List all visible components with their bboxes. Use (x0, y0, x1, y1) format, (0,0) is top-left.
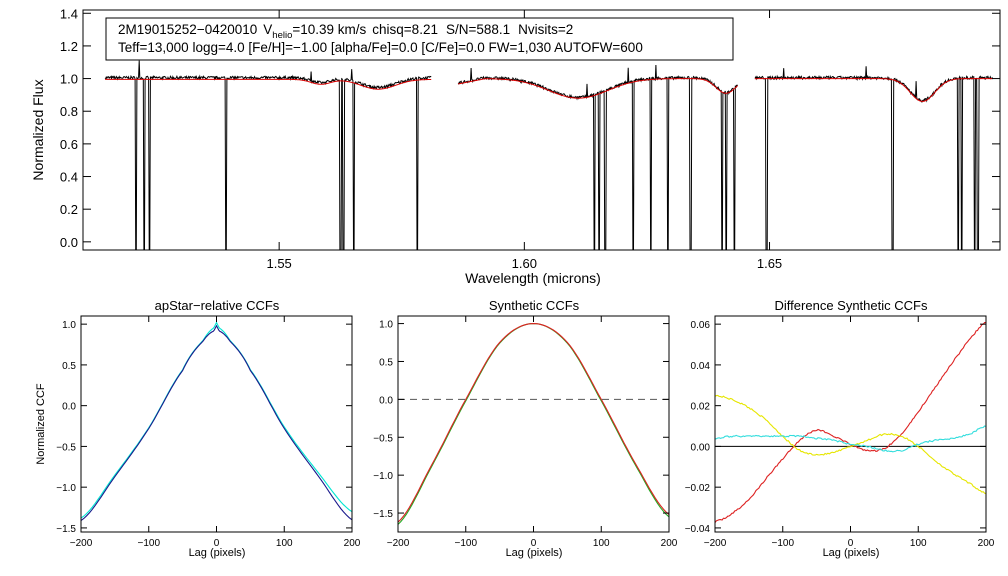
ccf-difference-panel: Difference Synthetic CCFs −200 −100 0 100 20… (685, 298, 995, 559)
synthetic-spectrum-segment (105, 78, 432, 90)
ccf-apstar-title: apStar−relative CCFs (155, 298, 280, 313)
y-tick-label: 1.0 (379, 320, 393, 331)
info-box-frame (105, 17, 734, 61)
y-tick-label: 0.06 (691, 320, 711, 331)
ccf-synthetic-title: Synthetic CCFs (489, 298, 580, 313)
info-line-2: Teff=13,000 logg=4.0 [Fe/H]=−1.00 [alpha… (118, 40, 643, 55)
y-tick-label: −0.04 (685, 524, 711, 535)
observed-spectrum-segment (457, 64, 739, 250)
ccf-difference-xlabel: Lag (pixels) (823, 547, 880, 559)
series-line-yellow (715, 394, 986, 495)
x-tick-label: −100 (454, 538, 477, 549)
ccf-difference-plot-area (715, 322, 986, 523)
series-line-red (715, 322, 986, 523)
y-tick-label: 0.0 (62, 402, 76, 413)
y-tick-label: 0.2 (60, 202, 78, 217)
info-nvisits: Nvisits=2 (518, 22, 573, 37)
ccf-apstar-ticks: −200 −100 0 100 200 −1.5 −1.0 −0.5 0.0 0.5 1.0 (56, 316, 361, 549)
ccf-difference-frame (714, 315, 987, 533)
x-tick-label: −200 (704, 538, 727, 549)
ccf-apstar-plot-area (81, 321, 352, 522)
x-tick-label: 200 (661, 538, 678, 549)
series-line-visit-2 (81, 324, 352, 522)
y-tick-label: −1.5 (373, 509, 393, 520)
observed-spectrum-segment (754, 66, 994, 250)
x-tick-label: −100 (137, 538, 160, 549)
ccf-synthetic-frame (397, 315, 670, 533)
y-tick-label: 0.02 (691, 402, 711, 413)
y-tick-label: 0.4 (60, 170, 78, 185)
spectrum-plot-area (104, 60, 994, 250)
x-tick-label: 0 (531, 538, 537, 549)
x-tick-label: 1.65 (757, 256, 782, 271)
ccf-difference-title: Difference Synthetic CCFs (775, 298, 928, 313)
ccf-synthetic-panel: Synthetic CCFs −200 −100 0 100 200 −1.5 −1.0 −0… (373, 298, 678, 559)
y-tick-label: −1.0 (56, 483, 76, 494)
y-tick-label: −1.0 (373, 471, 393, 482)
x-tick-label: 0 (848, 538, 854, 549)
spectrum-xlabel: Wavelength (microns) (465, 270, 601, 286)
info-chisq: chisq=8.21 (372, 22, 438, 37)
series-line-synthetic-b (398, 323, 669, 523)
info-star: 2M19015252−0420010 (118, 22, 257, 37)
spectrum-frame (82, 9, 1001, 251)
y-tick-label: 0.04 (691, 361, 711, 372)
y-tick-label: 1.0 (62, 320, 76, 331)
y-tick-label: 0.0 (379, 395, 393, 406)
ccf-apstar-panel: apStar−relative CCFs −200 −100 0 100 200 −1.5… (35, 298, 361, 559)
x-tick-label: 1.60 (512, 256, 537, 271)
series-line-synthetic-a (398, 323, 669, 525)
synthetic-spectrum-segment (457, 78, 738, 99)
y-tick-label: −0.02 (685, 483, 711, 494)
x-tick-label: 100 (910, 538, 927, 549)
ccf-apstar-frame (80, 315, 353, 533)
ccf-synthetic-plot-area (398, 323, 669, 525)
series-line-cyan (715, 425, 986, 453)
spectrum-panel: 1.55 1.60 1.65 0.0 0.2 0.4 0.6 0.8 1.0 1.2 1.4 Wav… (30, 6, 1001, 286)
y-tick-label: 0.0 (60, 235, 78, 250)
y-tick-label: 1.4 (60, 6, 78, 21)
y-tick-label: −0.5 (373, 433, 393, 444)
y-tick-label: 0.8 (60, 104, 78, 119)
series-line-visit-1 (81, 321, 352, 519)
y-tick-label: −0.5 (56, 442, 76, 453)
info-line-1: 2M19015252−0420010 Vhelio=10.39 km/s chisq… (118, 22, 573, 41)
x-tick-label: 100 (593, 538, 610, 549)
spectrum-ticks: 1.55 1.60 1.65 0.0 0.2 0.4 0.6 0.8 1.0 1.2 1.4 (60, 6, 1000, 271)
y-tick-label: 0.5 (379, 357, 393, 368)
y-tick-label: 0.6 (60, 137, 78, 152)
ccf-synthetic-xlabel: Lag (pixels) (506, 547, 563, 559)
ccf-synthetic-ticks: −200 −100 0 100 200 −1.5 −1.0 −0.5 0.0 0.5 1.0 (373, 316, 678, 549)
y-tick-label: 0.5 (62, 361, 76, 372)
x-tick-label: 1.55 (266, 256, 291, 271)
spectrum-ylabel: Normalized Flux (30, 79, 46, 180)
ccf-apstar-xlabel: Lag (pixels) (189, 547, 246, 559)
info-vhelio-sub: helio (272, 30, 292, 41)
synthetic-spectrum-segment (754, 78, 993, 102)
y-tick-label: 1.2 (60, 39, 78, 54)
y-tick-label: −1.5 (56, 524, 76, 535)
info-snr: S/N=588.1 (446, 22, 510, 37)
x-tick-label: −100 (771, 538, 794, 549)
x-tick-label: 200 (978, 538, 995, 549)
x-tick-label: 200 (344, 538, 361, 549)
y-tick-label: 0.00 (691, 442, 711, 453)
ccf-apstar-ylabel: Normalized CCF (35, 383, 47, 465)
ccf-difference-ticks: −200 −100 0 100 200 −0.04 −0.02 0.00 0.02 0.04 0.0… (685, 316, 995, 549)
info-vhelio-value: =10.39 km/s (292, 22, 366, 37)
info-box: 2M19015252−0420010 Vhelio=10.39 km/s chisq… (105, 17, 734, 61)
x-tick-label: −200 (387, 538, 410, 549)
x-tick-label: 0 (214, 538, 220, 549)
x-tick-label: 100 (276, 538, 293, 549)
y-tick-label: 1.0 (60, 72, 78, 87)
x-tick-label: −200 (70, 538, 93, 549)
info-vhelio-label: V (263, 22, 272, 37)
observed-spectrum-segment (104, 60, 432, 250)
